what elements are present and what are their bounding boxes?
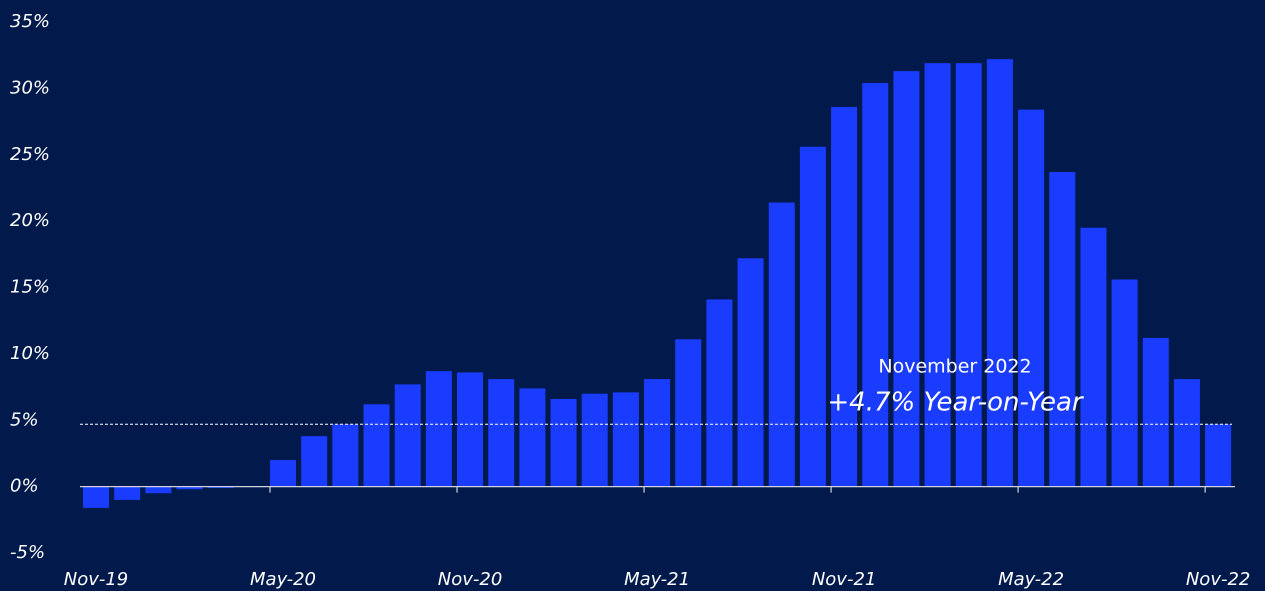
x-tick-label: Nov-21 (812, 569, 877, 590)
x-tick-label: May-21 (624, 569, 690, 590)
bar (457, 372, 484, 487)
bar (581, 393, 608, 487)
y-tick-label: -5% (10, 542, 45, 563)
annotation-date: November 2022 (878, 356, 1031, 378)
bar (799, 146, 826, 487)
bar (145, 486, 172, 494)
bar (550, 399, 577, 487)
x-tick-label: Nov-22 (1186, 569, 1251, 590)
y-tick-label: 5% (10, 409, 39, 430)
bar (83, 486, 109, 508)
y-tick-label: 35% (10, 11, 50, 32)
bar (1142, 337, 1169, 487)
bar (332, 424, 359, 487)
x-tick-label: Nov-20 (438, 569, 503, 590)
bar (893, 71, 920, 487)
x-tick-label: May-22 (998, 569, 1064, 590)
y-tick-label: 20% (10, 210, 50, 231)
bar (862, 83, 889, 487)
bar (955, 63, 982, 487)
bar (207, 486, 234, 488)
bar (986, 59, 1013, 487)
x-tick-label: Nov-19 (64, 569, 129, 590)
bar (1018, 109, 1045, 487)
bar (831, 106, 858, 487)
y-tick-label: 30% (10, 77, 50, 98)
x-tick-label: May-20 (250, 569, 316, 590)
bar (114, 486, 141, 500)
bar (706, 299, 733, 487)
bar (924, 63, 951, 487)
bar (675, 339, 702, 487)
y-tick-label: 0% (10, 476, 39, 497)
bar (1080, 227, 1107, 487)
y-tick-label: 10% (10, 343, 50, 364)
bar (363, 404, 390, 487)
y-tick-label: 15% (10, 277, 50, 298)
annotation-value: +4.7% Year-on-Year (827, 388, 1085, 418)
bar (1111, 279, 1138, 487)
bar (1173, 379, 1200, 487)
bar (737, 258, 764, 487)
bar (768, 202, 795, 487)
y-tick-label: 25% (10, 144, 50, 165)
bar (301, 436, 328, 487)
bar (1205, 424, 1232, 487)
bar (612, 392, 639, 487)
bar (519, 388, 546, 487)
bar (1049, 172, 1076, 487)
bar (425, 371, 452, 487)
bar (270, 460, 297, 487)
bar (488, 379, 515, 487)
bar (394, 384, 421, 487)
bar (644, 379, 671, 487)
bar (176, 486, 203, 490)
